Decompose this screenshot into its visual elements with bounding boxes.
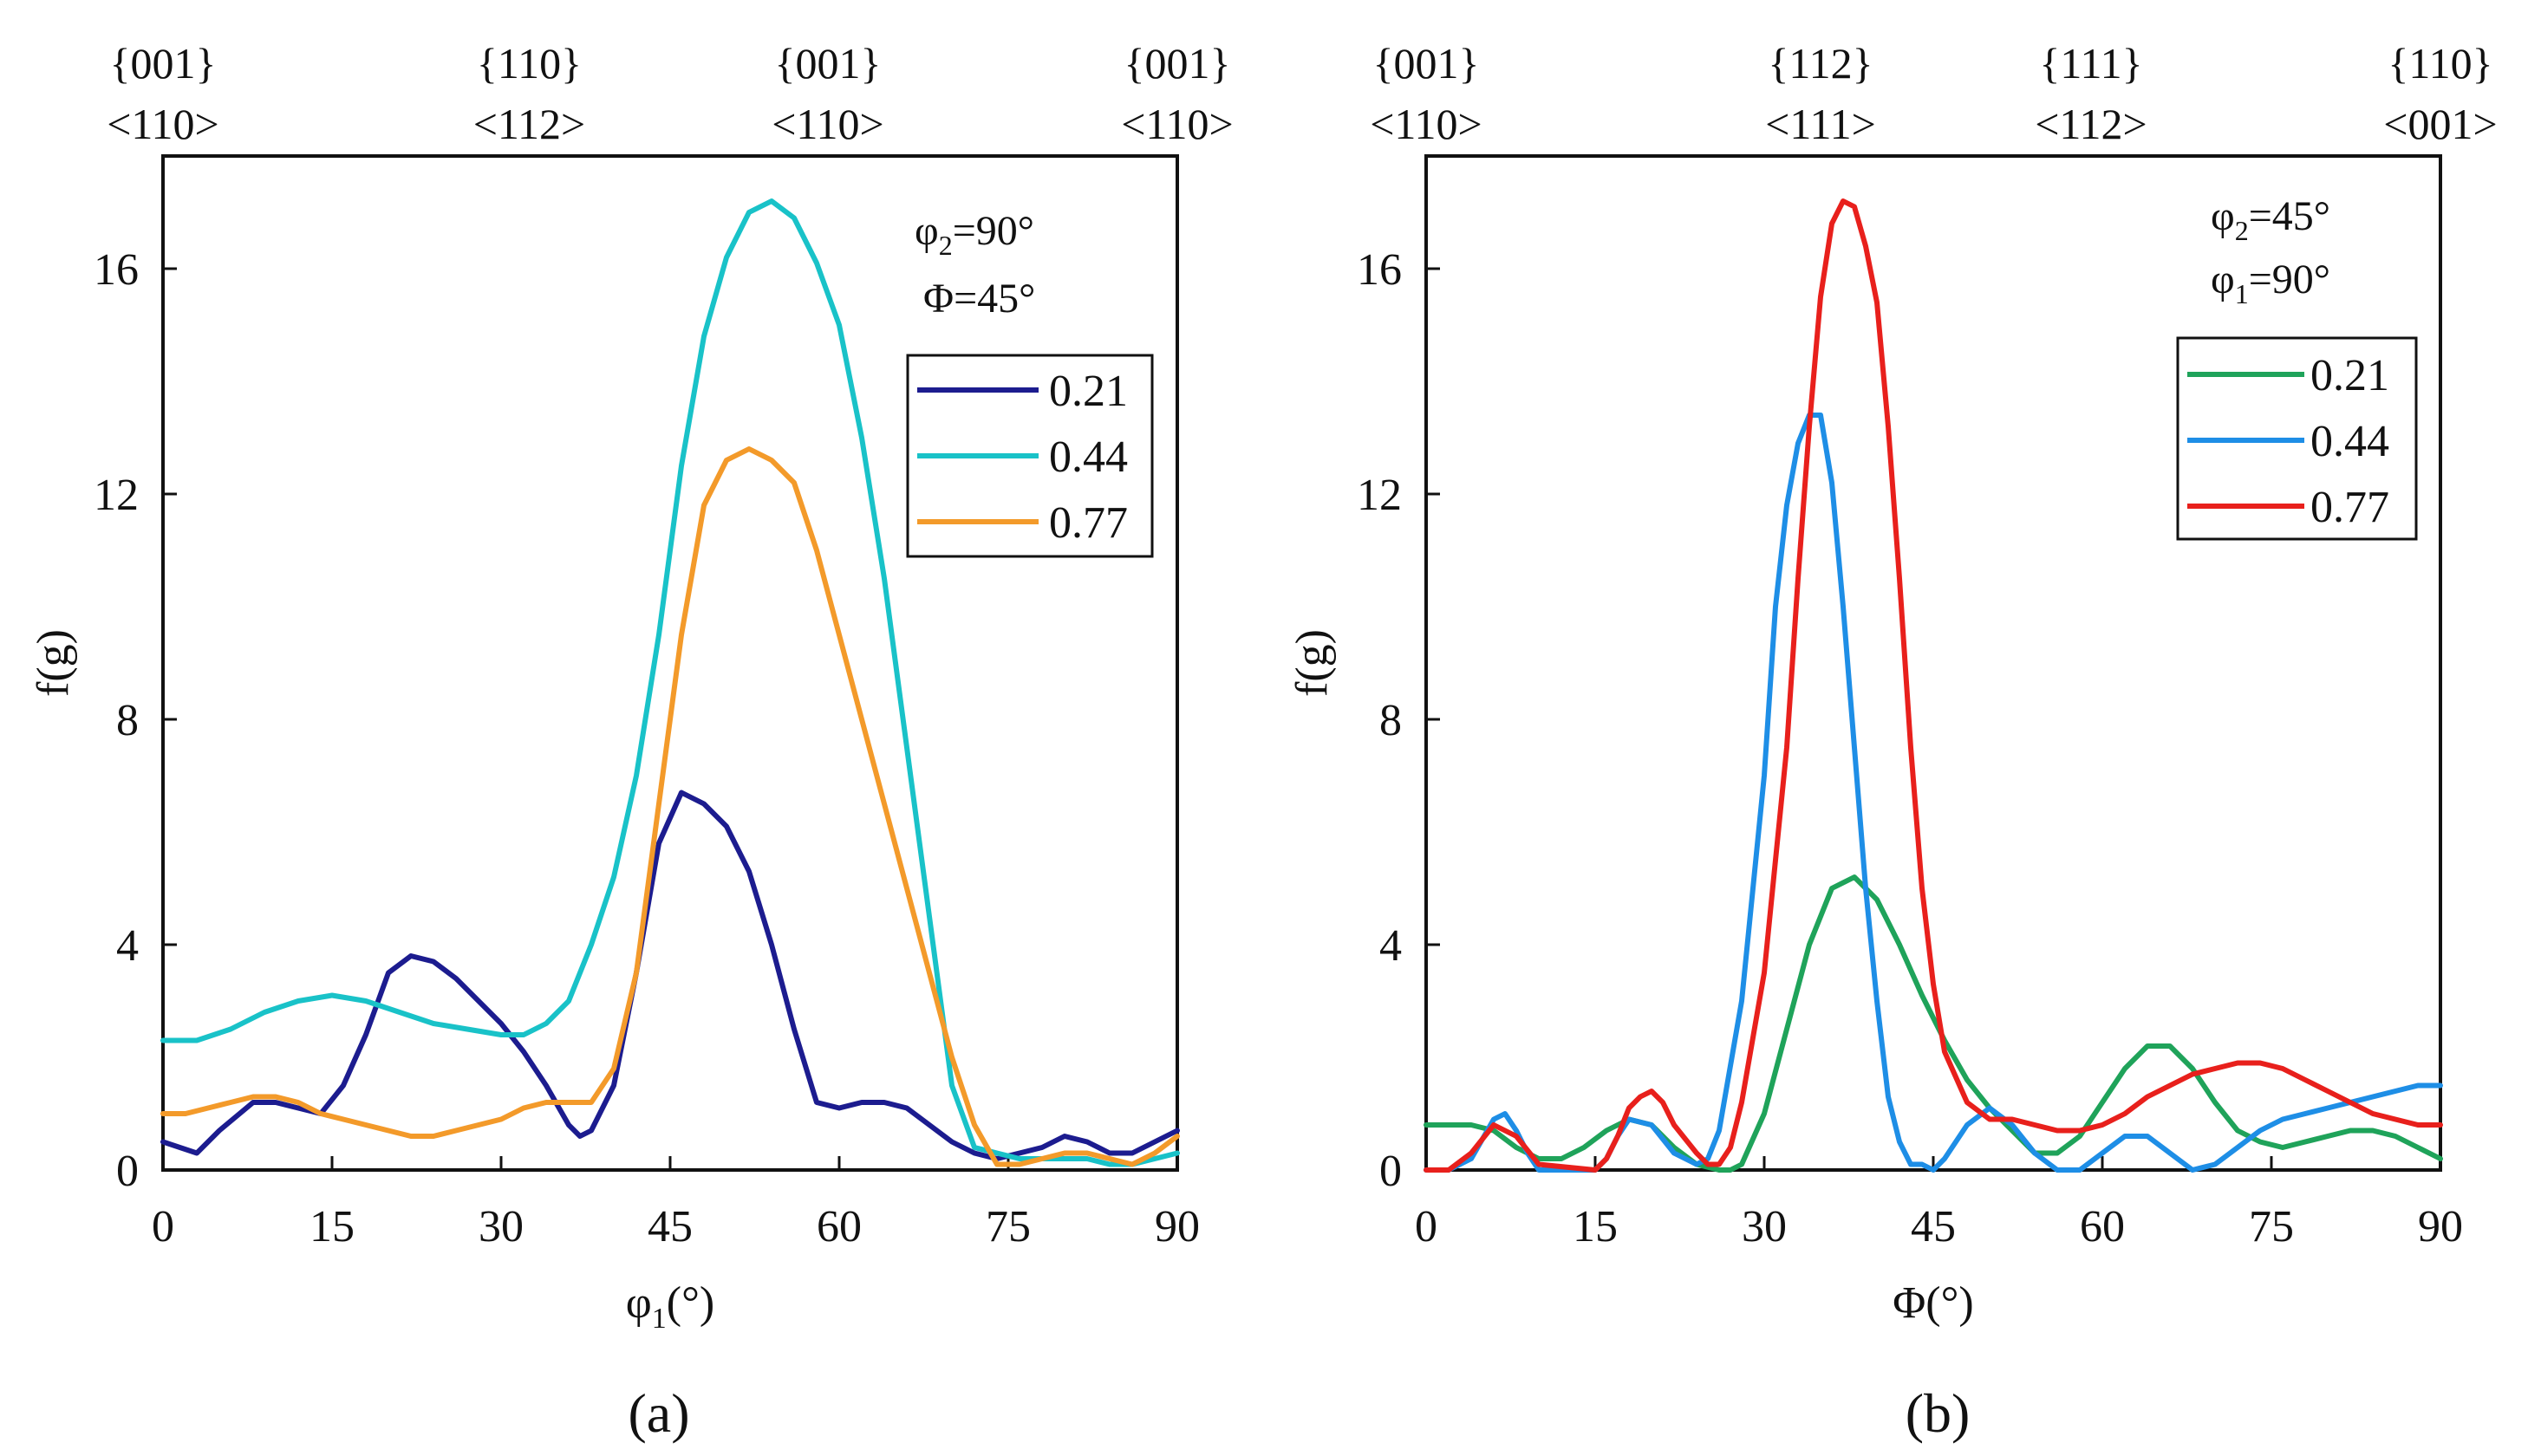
x-tick-label: 45 [1911,1202,1956,1251]
x-tick-label: 60 [817,1202,862,1251]
y-tick-marks [1426,267,1440,1172]
top-annotation-plane: {110} [477,39,582,88]
x-tick-label: 15 [309,1202,355,1251]
x-tick-label: 30 [1742,1202,1787,1251]
condition-subscript: 2 [939,230,953,261]
panel-label: (a) [628,1382,689,1444]
y-tick-label: 8 [1379,696,1402,745]
condition-subscript: 1 [2235,278,2249,309]
condition-value: =90° [2249,257,2330,302]
y-tick-label: 4 [116,921,139,971]
x-tick-label: 0 [1415,1202,1437,1251]
panel-label: (b) [1906,1382,1971,1444]
legend-label: 0.21 [1049,367,1128,416]
legend-label: 0.44 [1049,432,1128,482]
condition-value: =45° [954,276,1035,322]
y-tick-labels: 0 4 8 12 16 [1357,245,1402,1196]
condition-symbol: φ [2211,193,2235,239]
x-tick-marks [161,1156,1179,1170]
condition-2: Φ=45° [923,276,1035,322]
y-tick-marks [163,267,177,1172]
legend-label: 0.77 [2310,483,2389,532]
top-annotation-direction: <110> [107,100,219,148]
top-annotation-direction: <110> [772,100,884,148]
series-line-0.77 [160,446,1180,1167]
legend: 0.21 0.44 0.77 [906,354,1154,558]
y-tick-label: 4 [1379,921,1402,971]
top-annotation-plane: {001} [1373,39,1480,88]
x-axis-unit: (°) [1925,1278,1973,1328]
top-annotations: {001} <110> {112} <111> {111} <112> {110… [1370,39,2497,148]
condition-symbol: Φ [923,276,954,322]
x-tick-label: 0 [152,1202,174,1251]
x-tick-label: 15 [1573,1202,1618,1251]
series-line-0.77 [1424,198,2443,1173]
x-tick-label: 75 [2249,1202,2294,1251]
legend-label: 0.77 [1049,498,1128,548]
condition-1: φ2=45° [2211,193,2330,246]
condition-2: φ1=90° [2211,257,2330,309]
plot-lines [1424,198,2443,1173]
x-tick-label: 90 [1155,1202,1200,1251]
top-annotation-plane: {001} [775,39,882,88]
top-annotation-plane: {111} [2039,39,2142,88]
y-tick-label: 0 [1379,1147,1402,1196]
top-annotation-direction: <112> [2035,100,2147,148]
y-tick-label: 8 [116,696,139,745]
series-line-0.21 [1424,874,2443,1173]
legend-label: 0.44 [2310,417,2389,466]
top-annotation-direction: <001> [2383,100,2497,148]
x-axis-label: φ1(°) [626,1278,714,1335]
panel-b: 0 15 30 45 60 75 90 0 4 8 12 16 {001} <1… [1287,39,2498,1444]
plot-lines [160,198,1180,1167]
x-tick-label: 30 [479,1202,524,1251]
x-tick-label: 60 [2080,1202,2125,1251]
y-tick-label: 12 [1357,471,1402,520]
condition-symbol: φ [915,208,939,254]
x-axis-unit: (°) [667,1278,714,1328]
top-annotation-direction: <111> [1765,100,1876,148]
condition-symbol: φ [2211,257,2235,302]
top-annotation-direction: <110> [1121,100,1234,148]
x-tick-label: 90 [2418,1202,2463,1251]
y-tick-label: 0 [116,1147,139,1196]
top-annotation-plane: {001} [1124,39,1231,88]
condition-1: φ2=90° [915,208,1034,261]
series-line-0.44 [160,198,1180,1167]
y-tick-label: 16 [94,245,139,295]
x-tick-labels: 0 15 30 45 60 75 90 [1415,1202,2463,1251]
top-annotation-plane: {110} [2388,39,2492,88]
series-line-0.21 [160,790,1180,1161]
condition-value: =45° [2249,193,2330,239]
condition-subscript: 2 [2235,215,2249,246]
x-axis-label: Φ(°) [1893,1278,1973,1328]
x-tick-label: 75 [986,1202,1031,1251]
panel-a: 0 15 30 45 60 75 90 0 4 8 12 16 {001} <1… [29,39,1234,1444]
x-tick-labels: 0 15 30 45 60 75 90 [152,1202,1200,1251]
top-annotation-plane: {001} [110,39,217,88]
y-tick-labels: 0 4 8 12 16 [94,245,139,1196]
condition-value: =90° [953,208,1034,254]
top-annotation-plane: {112} [1768,39,1873,88]
top-annotation-direction: <112> [473,100,586,148]
top-annotations: {001} <110> {110} <112> {001} <110> {001… [107,39,1234,148]
x-axis-subscript: 1 [652,1303,667,1335]
y-axis-label: f(g) [29,629,78,697]
x-axis-symbol: φ [626,1278,652,1328]
top-annotation-direction: <110> [1370,100,1482,148]
y-tick-label: 12 [94,471,139,520]
x-axis-symbol: Φ [1893,1278,1925,1328]
y-axis-label: f(g) [1287,629,1337,697]
x-tick-label: 45 [648,1202,693,1251]
legend-label: 0.21 [2310,351,2389,400]
y-tick-label: 16 [1357,245,1402,295]
legend: 0.21 0.44 0.77 [2176,336,2418,541]
